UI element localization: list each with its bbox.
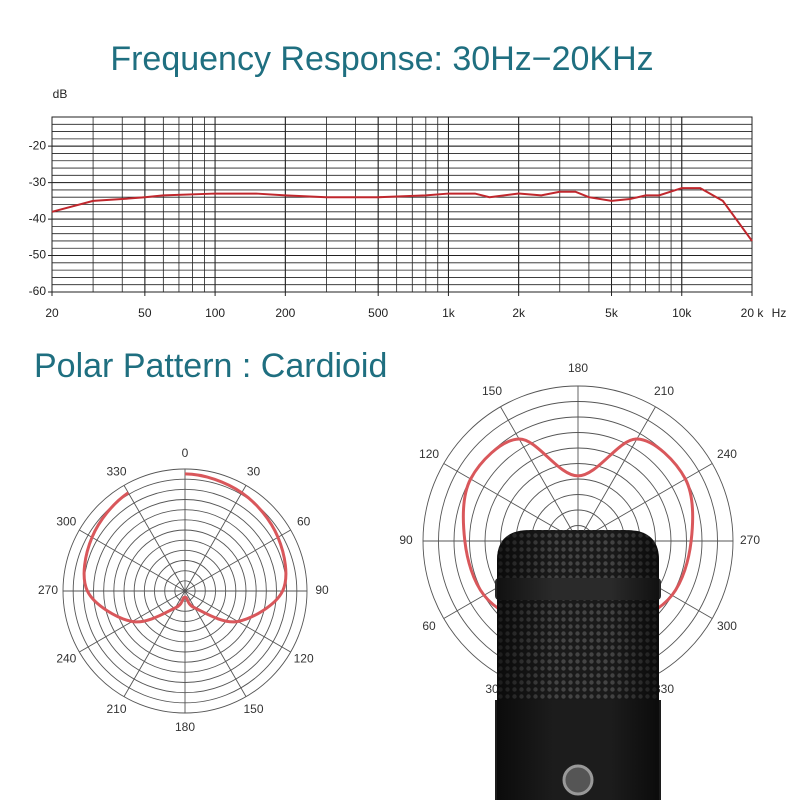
angle-label: 180 (568, 361, 588, 375)
angle-label: 90 (315, 583, 329, 597)
polar-pattern (82, 472, 288, 624)
angle-label: 30 (247, 465, 261, 479)
y-tick-label: -50 (29, 248, 47, 262)
x-tick-label: 10k (672, 306, 692, 320)
angle-label: 240 (717, 447, 737, 461)
angle-label: 300 (717, 619, 737, 633)
angle-label: 300 (56, 515, 76, 529)
angle-label: 120 (419, 447, 439, 461)
angle-label: 210 (106, 702, 126, 716)
angle-label: 150 (243, 702, 263, 716)
microphone-image (495, 530, 661, 800)
polar-spoke (500, 406, 579, 542)
angle-label: 240 (56, 652, 76, 666)
polar-spoke (577, 406, 656, 542)
y-tick-label: -60 (29, 284, 47, 298)
angle-label: 90 (399, 533, 413, 547)
x-tick-label: 2k (512, 306, 526, 320)
x-tick-label: 1k (442, 306, 456, 320)
mic-shade (497, 530, 659, 800)
angle-label: 30 (485, 682, 499, 696)
polar-spoke (184, 485, 247, 592)
mic-knob (562, 764, 594, 796)
angle-label: 180 (175, 720, 195, 734)
x-tick-label: 500 (368, 306, 388, 320)
chart-title: Polar Pattern : Cardioid (34, 347, 387, 385)
polar-spoke (123, 485, 186, 592)
x-tick-label: 20 k (741, 306, 765, 320)
response-line (51, 187, 753, 242)
y-tick-label: -40 (29, 211, 47, 225)
polar-spoke (79, 529, 186, 592)
angle-label: 0 (182, 446, 189, 460)
chart-title: Frequency Response: 30Hz−20KHz (110, 40, 653, 78)
y-tick-label: -30 (29, 175, 47, 189)
angle-label: 60 (422, 619, 436, 633)
x-tick-label: 50 (138, 306, 152, 320)
angle-label: 210 (654, 384, 674, 398)
polar-spoke (443, 463, 579, 542)
x-tick-label: 100 (205, 306, 225, 320)
x-axis-label: Hz (772, 306, 787, 320)
angle-label: 120 (294, 652, 314, 666)
angle-label: 330 (106, 465, 126, 479)
polar-spoke (577, 463, 713, 542)
x-tick-label: 200 (275, 306, 295, 320)
angle-label: 150 (482, 384, 502, 398)
x-tick-label: 20 (45, 306, 59, 320)
x-tick-label: 5k (605, 306, 619, 320)
y-axis-label: dB (53, 87, 68, 101)
angle-label: 330 (654, 682, 674, 696)
angle-label: 270 (740, 533, 760, 547)
y-tick-label: -20 (29, 138, 47, 152)
angle-label: 270 (38, 583, 58, 597)
polar-pattern (461, 437, 695, 629)
polar-spoke (184, 529, 291, 592)
angle-label: 60 (297, 515, 311, 529)
